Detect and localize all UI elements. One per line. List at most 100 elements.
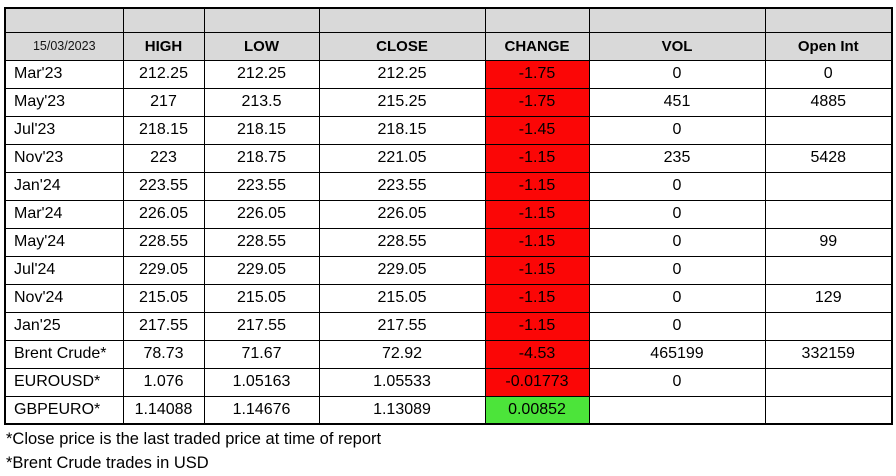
vol-cell: 451	[588, 87, 766, 117]
table-row: Jul'23 218.15 218.15 218.15 -1.45 0	[4, 115, 893, 145]
contract-cell: EUROUSD*	[4, 367, 124, 397]
low-cell: 1.14676	[203, 395, 320, 425]
column-header-vol: VOL	[588, 31, 766, 61]
low-cell: 212.25	[203, 59, 320, 89]
contract-cell: Jan'25	[4, 311, 124, 341]
footnote-brent-usd: *Brent Crude trades in USD	[6, 454, 209, 472]
close-cell: 229.05	[318, 255, 486, 285]
table-row: Nov'24 215.05 215.05 215.05 -1.15 0 129	[4, 283, 893, 313]
close-cell: 1.05533	[318, 367, 486, 397]
change-cell: -1.75	[484, 87, 590, 117]
close-cell: 72.92	[318, 339, 486, 369]
table-row: Jan'24 223.55 223.55 223.55 -1.15 0	[4, 171, 893, 201]
spacer-cell	[122, 7, 205, 33]
close-cell: 228.55	[318, 227, 486, 257]
vol-cell: 465199	[588, 339, 766, 369]
low-cell: 213.5	[203, 87, 320, 117]
table-row: Jan'25 217.55 217.55 217.55 -1.15 0	[4, 311, 893, 341]
high-cell: 223.55	[122, 171, 205, 201]
table-row: Jul'24 229.05 229.05 229.05 -1.15 0	[4, 255, 893, 285]
contract-cell: GBPEURO*	[4, 395, 124, 425]
change-cell: -1.45	[484, 115, 590, 145]
low-cell: 218.15	[203, 115, 320, 145]
table-row: Mar'24 226.05 226.05 226.05 -1.15 0	[4, 199, 893, 229]
open-int-cell: 0	[764, 59, 893, 89]
table-row: Mar'23 212.25 212.25 212.25 -1.75 0 0	[4, 59, 893, 89]
header-row: 15/03/2023 HIGH LOW CLOSE CHANGE VOL Ope…	[4, 31, 893, 61]
open-int-cell	[764, 395, 893, 425]
low-cell: 215.05	[203, 283, 320, 313]
vol-cell: 0	[588, 255, 766, 285]
open-int-cell: 332159	[764, 339, 893, 369]
close-cell: 218.15	[318, 115, 486, 145]
vol-cell: 0	[588, 283, 766, 313]
vol-cell: 0	[588, 227, 766, 257]
change-cell: -1.15	[484, 143, 590, 173]
close-cell: 226.05	[318, 199, 486, 229]
close-cell: 215.05	[318, 283, 486, 313]
table-body: Mar'23 212.25 212.25 212.25 -1.75 0 0 Ma…	[4, 59, 893, 425]
column-header-low: LOW	[203, 31, 320, 61]
open-int-cell	[764, 255, 893, 285]
high-cell: 226.05	[122, 199, 205, 229]
vol-cell: 0	[588, 59, 766, 89]
high-cell: 228.55	[122, 227, 205, 257]
table-row: EUROUSD* 1.076 1.05163 1.05533 -0.01773 …	[4, 367, 893, 397]
vol-cell: 0	[588, 171, 766, 201]
spacer-cell	[203, 7, 320, 33]
footnotes: *Close price is the last traded price at…	[6, 427, 381, 475]
spacer-cell	[484, 7, 590, 33]
vol-cell: 235	[588, 143, 766, 173]
contract-cell: Nov'24	[4, 283, 124, 313]
change-cell: -0.01773	[484, 367, 590, 397]
table-row: Brent Crude* 78.73 71.67 72.92 -4.53 465…	[4, 339, 893, 369]
high-cell: 1.076	[122, 367, 205, 397]
open-int-cell	[764, 367, 893, 397]
vol-cell	[588, 395, 766, 425]
low-cell: 228.55	[203, 227, 320, 257]
change-cell: -1.15	[484, 227, 590, 257]
low-cell: 229.05	[203, 255, 320, 285]
open-int-cell	[764, 171, 893, 201]
column-header-open-int: Open Int	[764, 31, 893, 61]
open-int-cell: 4885	[764, 87, 893, 117]
change-cell: -4.53	[484, 339, 590, 369]
open-int-cell	[764, 311, 893, 341]
contract-cell: May'23	[4, 87, 124, 117]
spacer-cell	[588, 7, 766, 33]
change-cell: -1.15	[484, 199, 590, 229]
high-cell: 215.05	[122, 283, 205, 313]
table-row: GBPEURO* 1.14088 1.14676 1.13089 0.00852	[4, 395, 893, 425]
contract-cell: Mar'23	[4, 59, 124, 89]
table-row: May'24 228.55 228.55 228.55 -1.15 0 99	[4, 227, 893, 257]
high-cell: 1.14088	[122, 395, 205, 425]
high-cell: 218.15	[122, 115, 205, 145]
high-cell: 212.25	[122, 59, 205, 89]
low-cell: 226.05	[203, 199, 320, 229]
contract-cell: Jul'24	[4, 255, 124, 285]
open-int-cell: 99	[764, 227, 893, 257]
close-cell: 221.05	[318, 143, 486, 173]
close-cell: 212.25	[318, 59, 486, 89]
contract-cell: Jul'23	[4, 115, 124, 145]
vol-cell: 0	[588, 115, 766, 145]
high-cell: 217	[122, 87, 205, 117]
high-cell: 229.05	[122, 255, 205, 285]
change-cell: -1.75	[484, 59, 590, 89]
spacer-cell	[764, 7, 893, 33]
low-cell: 218.75	[203, 143, 320, 173]
change-cell: -1.15	[484, 171, 590, 201]
open-int-cell	[764, 115, 893, 145]
high-cell: 223	[122, 143, 205, 173]
table-row: May'23 217 213.5 215.25 -1.75 451 4885	[4, 87, 893, 117]
change-cell: -1.15	[484, 283, 590, 313]
table-row: Nov'23 223 218.75 221.05 -1.15 235 5428	[4, 143, 893, 173]
change-cell: -1.15	[484, 311, 590, 341]
contract-cell: Jan'24	[4, 171, 124, 201]
vol-cell: 0	[588, 311, 766, 341]
column-header-close: CLOSE	[318, 31, 486, 61]
change-cell: -1.15	[484, 255, 590, 285]
close-cell: 217.55	[318, 311, 486, 341]
low-cell: 223.55	[203, 171, 320, 201]
open-int-cell: 129	[764, 283, 893, 313]
